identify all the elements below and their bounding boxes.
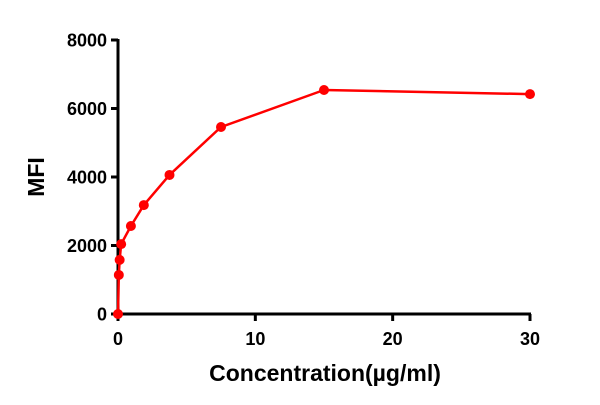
data-point-marker: [113, 309, 123, 319]
data-point-marker: [138, 200, 149, 211]
x-tick-label: 30: [520, 329, 540, 349]
data-point-marker: [116, 239, 127, 250]
y-axis-title: MFI: [23, 157, 49, 197]
y-tick-label: 8000: [67, 31, 107, 51]
data-point-marker: [216, 121, 226, 132]
y-tick-label: 6000: [67, 99, 107, 119]
axes: 0 2000 4000 6000 8000 0 10 20 30: [67, 31, 540, 350]
y-tick-label: 2000: [67, 236, 107, 256]
series-line: [116, 88, 531, 315]
data-point-marker: [114, 254, 125, 265]
data-point-marker: [164, 169, 175, 180]
x-axis-title: Concentration(µg/ml): [209, 360, 441, 386]
data-point-marker: [125, 220, 136, 231]
data-point-marker: [113, 269, 124, 280]
data-series: [113, 85, 535, 319]
y-tick-label: 4000: [67, 168, 107, 188]
y-tick-label: 0: [97, 305, 107, 325]
data-point-marker: [319, 85, 329, 96]
data-point-marker: [525, 89, 535, 100]
x-tick-label: 20: [383, 329, 403, 349]
x-tick-label: 10: [245, 329, 265, 349]
x-tick-label: 0: [113, 329, 123, 349]
